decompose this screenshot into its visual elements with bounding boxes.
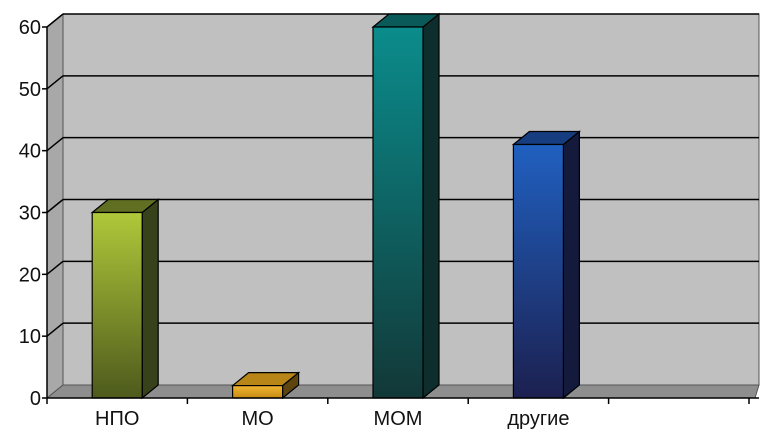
- gridline-diagonal: [46, 137, 64, 152]
- y-tick-label: 10: [19, 326, 41, 348]
- y-axis: 0 10 20 30 40 50 60: [19, 17, 48, 410]
- bar-side: [562, 130, 581, 400]
- y-tick-label: 30: [19, 203, 41, 225]
- bar: [230, 371, 301, 400]
- x-tick-label: НПО: [95, 408, 139, 430]
- bar-side: [422, 12, 440, 400]
- gridline-diagonal: [46, 13, 64, 28]
- gridline-diagonal: [46, 260, 64, 275]
- gridline-diagonal: [46, 198, 64, 214]
- gridline-diagonal: [46, 75, 64, 90]
- x-tick-label: МОМ: [374, 408, 423, 430]
- x-axis: НПО МО МОМ другие: [46, 397, 759, 430]
- bars: [90, 12, 582, 400]
- y-tick-label: 20: [19, 264, 41, 286]
- x-tick-label: другие: [507, 408, 569, 430]
- y-tick-label: 60: [19, 17, 41, 39]
- x-tick-label: МО: [241, 408, 273, 430]
- y-tick-label: 40: [19, 141, 41, 163]
- bar: [371, 12, 441, 400]
- bar-side: [141, 198, 159, 400]
- bar: [511, 130, 582, 400]
- bar-front: [512, 143, 565, 399]
- y-tick-label: 0: [30, 388, 41, 410]
- y-tick-label: 50: [19, 79, 41, 101]
- bar-front: [372, 26, 424, 399]
- gridline-diagonal: [46, 322, 64, 337]
- bar-front: [232, 385, 284, 399]
- bar: [90, 198, 160, 400]
- bar-front: [91, 211, 143, 399]
